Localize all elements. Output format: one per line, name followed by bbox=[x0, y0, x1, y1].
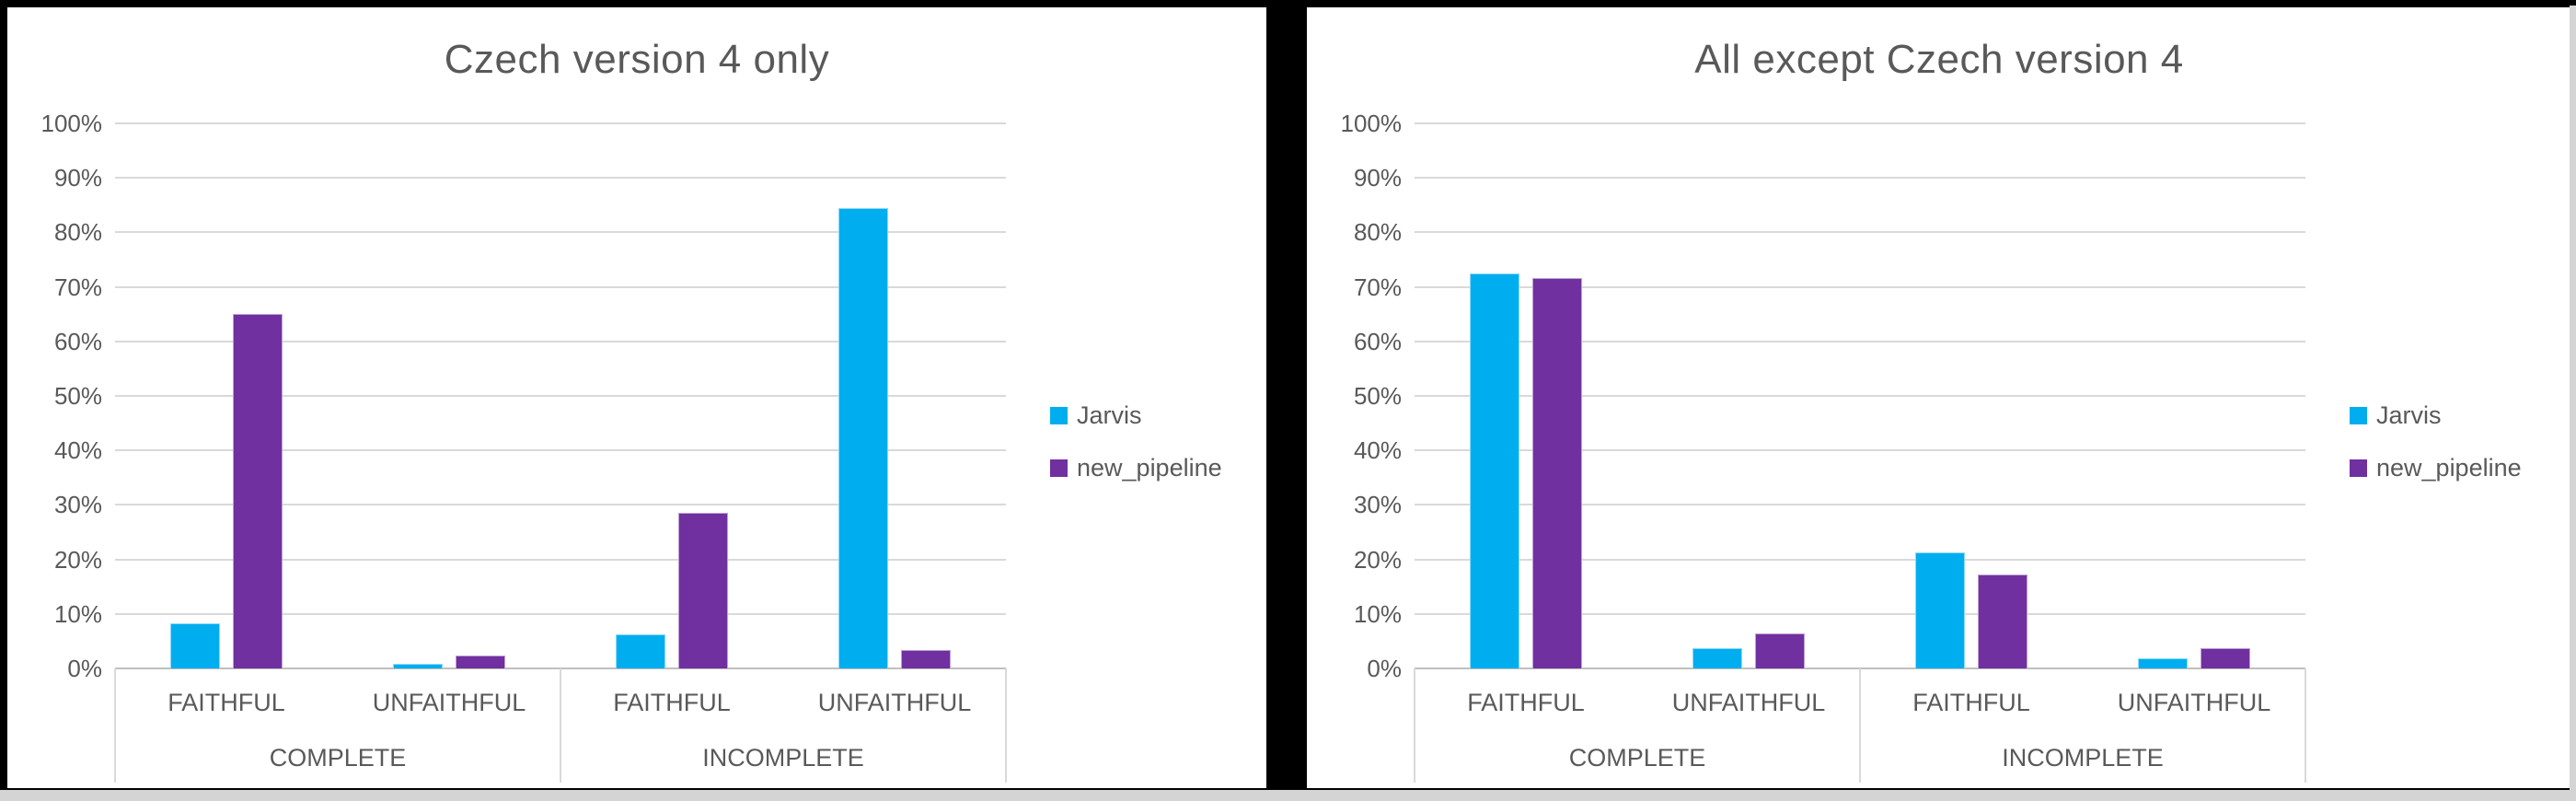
bar-Jarvis bbox=[2138, 657, 2188, 668]
bar-new_pipeline bbox=[2201, 648, 2250, 668]
y-tick-label: 30% bbox=[1353, 491, 1402, 519]
chart-panel-left: Czech version 4 only 100% 90% 80% 70% 60% 50%… bbox=[7, 7, 1266, 788]
y-tick-label: 80% bbox=[1353, 218, 1402, 247]
legend-label: Jarvis bbox=[1077, 401, 1142, 429]
legend-label: new_pipeline bbox=[2376, 454, 2522, 482]
y-tick-label: 50% bbox=[53, 382, 102, 410]
y-tick-label: 0% bbox=[67, 655, 102, 682]
y-tick-label: 20% bbox=[53, 545, 102, 574]
y-tick-label: 10% bbox=[53, 599, 102, 628]
plot-area: 100% 90% 80% 70% 60% 50% 40% 30% 20% 10% 0% bbox=[41, 110, 1006, 682]
legend-label: Jarvis bbox=[2376, 401, 2442, 429]
bar-new_pipeline bbox=[901, 649, 951, 668]
y-tick-label: 20% bbox=[1353, 545, 1402, 574]
category-axis: FAITHFUL UNFAITHFUL FAITHFUL UNFAITHFUL COMP… bbox=[1414, 668, 2306, 783]
gridline bbox=[1415, 449, 2305, 452]
category-divider bbox=[1005, 668, 1007, 783]
bar-Jarvis bbox=[1692, 647, 1742, 668]
plot-area: 100% 90% 80% 70% 60% 50% 40% 30% 20% 10% 0% bbox=[1341, 110, 2305, 682]
group-label: COMPLETE bbox=[269, 744, 407, 772]
y-tick-label: 40% bbox=[1353, 436, 1402, 465]
bar-new_pipeline bbox=[456, 655, 505, 668]
bar-Jarvis bbox=[616, 634, 665, 668]
gridline bbox=[115, 285, 1006, 288]
bar-Jarvis bbox=[1470, 273, 1519, 668]
y-tick-label: 90% bbox=[53, 164, 102, 192]
y-tick-label: 70% bbox=[1353, 273, 1402, 301]
category-label: UNFAITHFUL bbox=[1671, 689, 1826, 716]
gridline bbox=[1415, 231, 2305, 234]
category-label: FAITHFUL bbox=[1467, 689, 1585, 716]
bar-Jarvis bbox=[838, 207, 888, 668]
y-tick-label: 80% bbox=[53, 218, 102, 247]
category-label: FAITHFUL bbox=[1912, 689, 2030, 716]
category-label: FAITHFUL bbox=[167, 689, 285, 716]
bar-new_pipeline bbox=[678, 513, 728, 668]
legend-entry: new_pipeline bbox=[1050, 454, 1222, 482]
bar-Jarvis bbox=[1915, 551, 1965, 668]
gridline bbox=[115, 612, 1006, 615]
gridline bbox=[1415, 558, 2305, 561]
chart-panel-right: All except Czech version 4 100% 90% 80% 70%… bbox=[1307, 7, 2571, 788]
legend-entry: Jarvis bbox=[2350, 401, 2442, 430]
chart-title: All except Czech version 4 bbox=[1694, 37, 2184, 82]
group-label: INCOMPLETE bbox=[702, 744, 864, 772]
legend-entry: new_pipeline bbox=[2350, 454, 2522, 482]
y-tick-label: 70% bbox=[53, 273, 102, 301]
group-label: COMPLETE bbox=[1568, 744, 1706, 772]
window-right-edge bbox=[2570, 6, 2576, 790]
category-divider bbox=[1859, 668, 1861, 783]
category-divider bbox=[2305, 668, 2306, 783]
gridline bbox=[115, 177, 1006, 180]
gridline bbox=[115, 122, 1006, 124]
category-divider bbox=[1414, 668, 1415, 783]
legend-swatch-new_pipeline bbox=[1050, 459, 1068, 477]
bar-new_pipeline bbox=[1978, 574, 2027, 668]
gridline bbox=[1415, 612, 2305, 615]
group-label: INCOMPLETE bbox=[2002, 744, 2164, 772]
gridline bbox=[1415, 285, 2305, 288]
y-tick-label: 40% bbox=[53, 436, 102, 465]
y-tick-label: 60% bbox=[53, 327, 102, 355]
legend-swatch-new_pipeline bbox=[2350, 459, 2367, 477]
bar-Jarvis bbox=[170, 622, 220, 668]
gridline bbox=[115, 449, 1006, 452]
category-divider bbox=[114, 668, 116, 783]
gridline bbox=[115, 395, 1006, 397]
gridline bbox=[115, 340, 1006, 342]
category-label: UNFAITHFUL bbox=[372, 689, 526, 716]
chart-title: Czech version 4 only bbox=[444, 37, 830, 82]
gridline bbox=[1415, 395, 2305, 397]
y-tick-label: 0% bbox=[1367, 655, 1402, 682]
y-tick-label: 100% bbox=[40, 110, 103, 137]
category-axis: FAITHFUL UNFAITHFUL FAITHFUL UNFAITHFUL COMP… bbox=[114, 668, 1007, 783]
gridline bbox=[1415, 177, 2305, 180]
y-tick-label: 90% bbox=[1353, 164, 1402, 192]
bar-new_pipeline bbox=[233, 314, 283, 668]
gridline bbox=[1415, 504, 2305, 506]
bar-new_pipeline bbox=[1532, 277, 1582, 668]
legend-entry: Jarvis bbox=[1050, 401, 1142, 430]
category-label: FAITHFUL bbox=[613, 689, 731, 716]
gridline bbox=[115, 504, 1006, 506]
legend-swatch-Jarvis bbox=[1050, 407, 1068, 424]
category-label: UNFAITHFUL bbox=[2117, 689, 2271, 716]
gridline bbox=[1415, 340, 2305, 342]
gridline bbox=[1415, 122, 2305, 124]
legend-label: new_pipeline bbox=[1077, 454, 1222, 482]
gridline bbox=[115, 558, 1006, 561]
y-tick-label: 10% bbox=[1353, 599, 1402, 628]
y-tick-label: 30% bbox=[53, 491, 102, 519]
y-tick-label: 50% bbox=[1353, 382, 1402, 410]
category-label: UNFAITHFUL bbox=[817, 689, 972, 716]
y-tick-label: 100% bbox=[1340, 110, 1403, 137]
window-bottom-edge bbox=[0, 790, 2576, 801]
bar-Jarvis bbox=[393, 664, 443, 668]
y-tick-label: 60% bbox=[1353, 327, 1402, 355]
gridline bbox=[115, 231, 1006, 234]
category-divider bbox=[560, 668, 561, 783]
bar-new_pipeline bbox=[1755, 633, 1805, 668]
legend-swatch-Jarvis bbox=[2350, 407, 2367, 424]
